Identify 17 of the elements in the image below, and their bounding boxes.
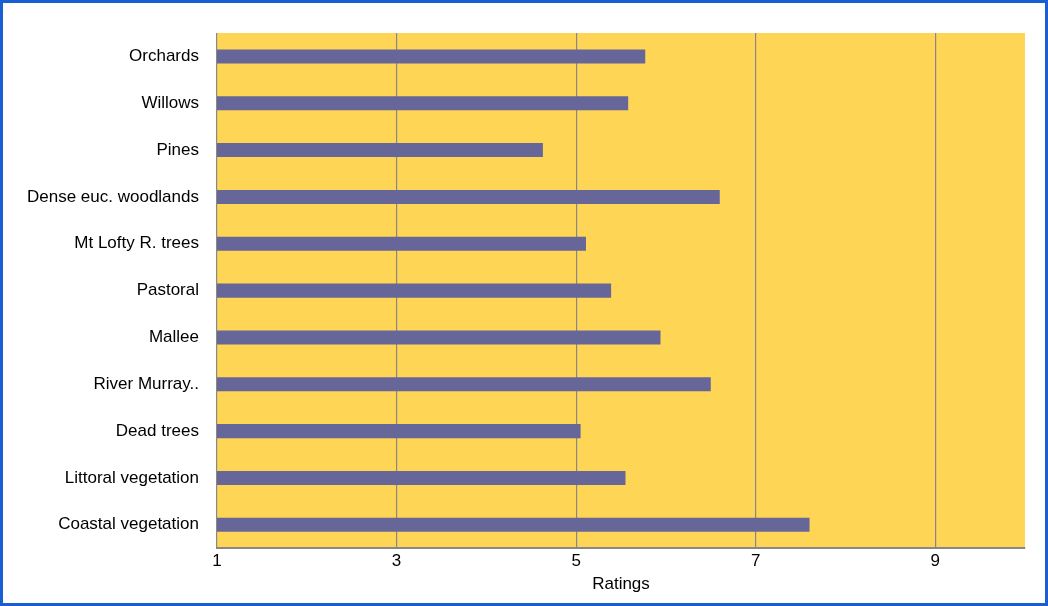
y-tick-label: Dense euc. woodlands <box>26 186 199 206</box>
x-tick-label: 5 <box>571 551 581 571</box>
y-tick-label: Pines <box>156 139 199 159</box>
x-tick-label: 9 <box>930 551 940 571</box>
x-tick-label: 7 <box>750 551 761 571</box>
y-tick-label: Coastal vegetation <box>58 514 199 534</box>
x-tick-label: 3 <box>391 551 402 571</box>
y-tick-label: River Murray.. <box>93 373 199 393</box>
y-tick-label: Dead trees <box>115 420 199 440</box>
y-tick-label: Mt Lofty R. trees <box>74 233 199 253</box>
y-tick-label: Mallee <box>148 327 199 347</box>
y-tick-label: Orchards <box>129 46 199 66</box>
y-tick-label: Pastoral <box>136 280 199 300</box>
y-tick-label: Littoral vegetation <box>64 467 199 487</box>
x-axis-title: Ratings <box>592 574 650 594</box>
y-tick-label: Willows <box>141 92 199 112</box>
x-tick-label: 1 <box>212 551 222 571</box>
